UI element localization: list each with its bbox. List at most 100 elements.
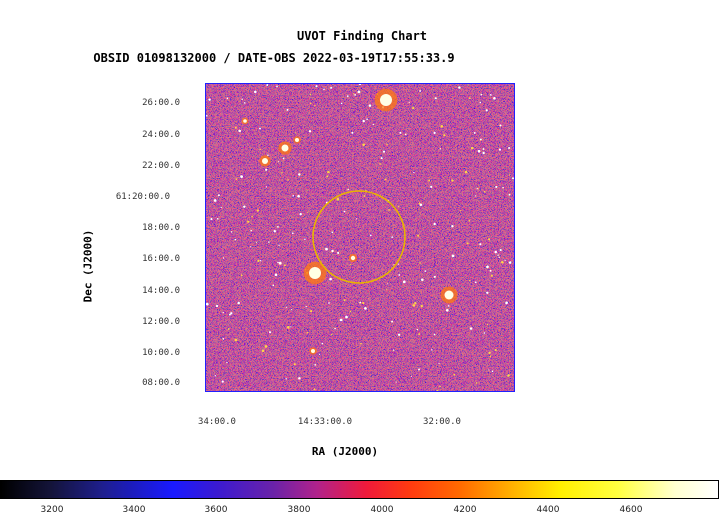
star — [485, 109, 488, 112]
star — [369, 234, 372, 237]
star — [240, 274, 243, 277]
star — [276, 85, 278, 88]
star — [397, 263, 399, 265]
sky-image-canvas — [205, 83, 515, 392]
star — [490, 274, 493, 277]
star — [386, 143, 388, 146]
star — [499, 249, 502, 252]
star — [404, 133, 407, 136]
star — [309, 102, 312, 105]
star — [418, 202, 421, 205]
star — [260, 260, 262, 262]
star — [290, 326, 292, 328]
bright-star — [243, 119, 247, 123]
star — [346, 95, 349, 97]
bright-star — [380, 94, 392, 106]
star — [290, 309, 292, 311]
star — [255, 241, 258, 243]
star — [266, 84, 269, 86]
star — [451, 254, 455, 258]
colorbar-tick-label: 3600 — [204, 505, 228, 515]
star — [477, 149, 481, 153]
star — [421, 278, 424, 281]
star — [221, 380, 224, 383]
star — [205, 114, 208, 117]
star — [393, 349, 395, 351]
star — [362, 301, 365, 305]
star-field — [205, 83, 514, 392]
star — [386, 289, 388, 291]
star — [419, 90, 422, 92]
star — [509, 174, 511, 176]
star — [508, 147, 511, 149]
star — [476, 188, 478, 190]
star — [402, 103, 404, 105]
star — [307, 211, 309, 213]
star — [314, 364, 317, 366]
chart-title: UVOT Finding Chart — [296, 29, 428, 43]
star — [328, 302, 330, 304]
star — [508, 193, 511, 196]
star — [488, 238, 491, 241]
star — [273, 229, 277, 233]
star — [491, 370, 494, 373]
star — [486, 265, 489, 269]
star — [267, 154, 269, 156]
star — [265, 186, 268, 188]
star — [479, 243, 482, 246]
source-region-circle — [312, 190, 406, 284]
bright-star — [281, 144, 289, 152]
star — [498, 148, 502, 151]
bright-star — [262, 158, 268, 164]
star — [268, 331, 272, 334]
star — [222, 257, 225, 259]
star — [286, 326, 290, 329]
star — [278, 244, 280, 246]
star — [298, 377, 301, 380]
star — [343, 299, 346, 302]
bright-star — [311, 349, 315, 353]
star — [447, 305, 450, 307]
star — [497, 254, 499, 256]
star — [298, 173, 301, 176]
star — [339, 318, 343, 322]
star — [308, 130, 312, 133]
y-tick-label: 18:00.0 — [142, 223, 180, 233]
star — [362, 119, 365, 123]
bright-star — [444, 290, 454, 300]
star — [489, 355, 492, 358]
y-tick-label: 16:00.0 — [142, 254, 180, 264]
star — [464, 170, 468, 174]
star — [313, 388, 316, 391]
star — [305, 305, 307, 308]
star — [336, 197, 340, 201]
star — [379, 163, 382, 165]
star — [354, 94, 356, 96]
y-tick-label: 08:00.0 — [142, 378, 180, 388]
x-tick-label: 32:00.0 — [423, 417, 461, 427]
sky-noise-hot — [205, 83, 515, 392]
star — [261, 349, 265, 353]
star — [281, 172, 283, 174]
star — [451, 225, 454, 228]
star — [395, 381, 397, 383]
star — [291, 232, 294, 235]
star — [495, 185, 498, 188]
x-axis-label: RA (J2000) — [311, 445, 379, 458]
star — [230, 312, 233, 315]
star — [364, 307, 367, 310]
y-tick-label: 24:00.0 — [142, 130, 180, 140]
star — [360, 342, 362, 345]
colorbar-tick-label: 4600 — [619, 505, 643, 515]
star — [468, 219, 471, 222]
star — [226, 97, 229, 100]
star — [304, 238, 306, 240]
star — [412, 304, 416, 307]
star — [293, 363, 296, 366]
star — [498, 256, 500, 259]
star — [504, 259, 506, 261]
star — [475, 145, 477, 147]
x-tick-label: 14:33:00.0 — [297, 417, 353, 427]
star — [330, 86, 333, 89]
star — [479, 138, 482, 141]
